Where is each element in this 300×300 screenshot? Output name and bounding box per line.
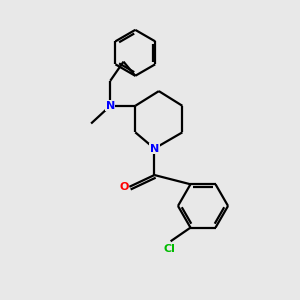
Text: N: N — [106, 101, 115, 111]
Text: Cl: Cl — [163, 244, 175, 254]
Text: O: O — [119, 182, 129, 192]
Text: N: N — [150, 143, 159, 154]
